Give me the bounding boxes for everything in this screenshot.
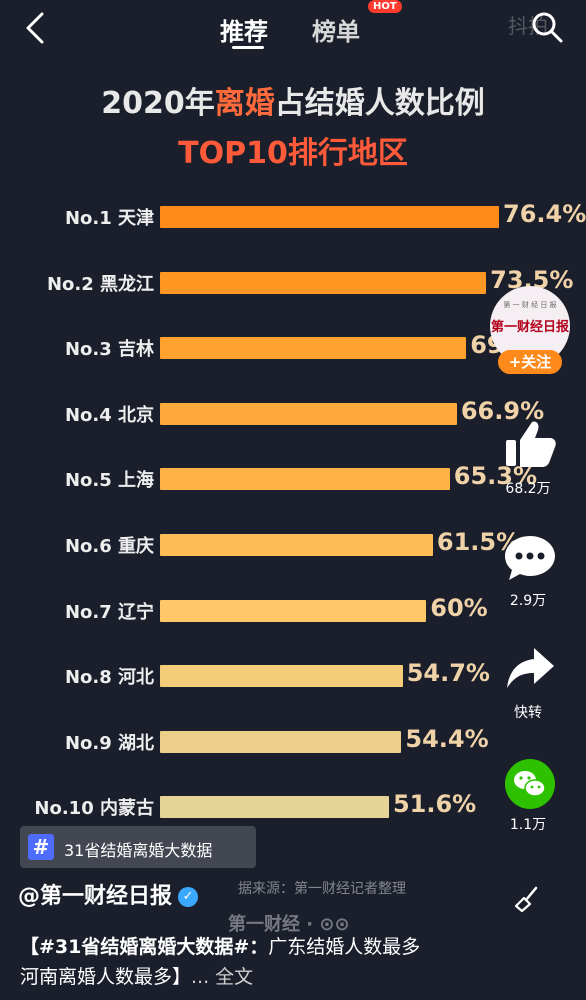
chart-bar (160, 402, 457, 425)
chart-category-label: No.6 重庆 (64, 536, 154, 557)
tab-active-indicator (232, 46, 264, 49)
chart-row: No.9 湖北 54.4% (0, 723, 586, 763)
chart-row: No.5 上海 65.3% (0, 460, 586, 500)
like-count: 68.2万 (505, 481, 551, 497)
chart-subtitle: TOP10排行地区 (178, 136, 408, 171)
chart-bar (160, 534, 433, 556)
chart-category-label: No.7 辽宁 (64, 601, 154, 623)
chart-bar (160, 337, 467, 360)
chart-category-label: No.10 内蒙古 (34, 798, 154, 820)
watermark-logo: 第一财经 · ⊙⊙ (228, 914, 350, 935)
chart-bar (160, 665, 403, 688)
hashtag-icon: # (28, 834, 54, 860)
share-icon[interactable] (504, 644, 556, 692)
desc-hashtag: 【#31省结婚离婚大数据#： (20, 936, 269, 958)
chart-row: No.2 黑龙江 73.5% (0, 264, 586, 304)
comment-count: 2.9万 (509, 593, 547, 609)
back-icon[interactable] (18, 10, 54, 46)
chart-category-label: No.8 河北 (64, 667, 154, 689)
hashtag-chip[interactable]: # 31省结婚离婚大数据 (20, 826, 256, 868)
chart-bar (160, 796, 389, 819)
chart-row: No.6 重庆 61.5% (0, 526, 586, 566)
like-icon[interactable] (502, 418, 558, 470)
chart-bar (160, 468, 450, 491)
avatar-name: 第一财经日报 (490, 320, 569, 335)
chart-bar (160, 206, 500, 228)
chart-category-label: No.5 上海 (64, 470, 154, 492)
chart-bar (160, 730, 402, 753)
chart-value-label: 76.4% (503, 200, 586, 228)
chart-bar (160, 271, 487, 294)
comment-icon[interactable] (502, 532, 558, 584)
chart-value-label: 60% (430, 593, 488, 622)
top-bar: 推荐 榜单 HOT 抖拍 (0, 0, 586, 60)
hashtag-text: 31省结婚离婚大数据 (64, 841, 213, 860)
hot-badge: HOT (368, 0, 402, 13)
author-name[interactable]: @第一财经日报 ✓ (18, 878, 199, 910)
follow-button[interactable]: +关注 (498, 350, 562, 374)
chart-title-highlight: 离婚 (214, 86, 275, 121)
expand-full-text-link[interactable]: ... 全文 (191, 966, 254, 988)
chart-category-label: No.1 天津 (64, 208, 154, 229)
chart-row: No.1 天津 76.4% (0, 198, 586, 238)
chart-value-label: 65.3% (453, 462, 538, 491)
chart-title-part: 2020年 (101, 86, 215, 121)
wechat-icon[interactable] (504, 758, 556, 810)
video-description[interactable]: 【#31省结婚离婚大数据#：广东结婚人数最多 河南离婚人数最多】... 全文 (20, 932, 440, 992)
share-label: 快转 (514, 705, 542, 721)
chart-category-label: No.9 湖北 (64, 732, 154, 754)
chart-category-label: No.4 北京 (64, 404, 154, 426)
chart-row: No.4 北京 66.9% (0, 395, 586, 435)
chart-category-label: No.3 吉林 (64, 339, 154, 361)
search-icon[interactable] (530, 10, 564, 44)
chart-value-label: 54.7% (406, 659, 490, 688)
chart-row: No.10 内蒙古 51.6% (0, 788, 586, 828)
desc-text: 广东结婚人数最多 河南离婚人数最多】 (20, 936, 421, 988)
chart-value-label: 51.6% (392, 790, 477, 819)
chart-value-label: 54.4% (405, 724, 489, 753)
tab-recommend[interactable]: 推荐 (220, 18, 268, 46)
wechat-count: 1.1万 (509, 817, 547, 833)
author-handle[interactable]: @第一财经日报 (18, 884, 173, 909)
chart-title-part: 占结婚人数比例 (274, 86, 485, 121)
chart-title: 2020年离婚占结婚人数比例 (0, 78, 586, 122)
tab-ranking[interactable]: 榜单 (312, 18, 360, 46)
chart-value-label: 66.9% (460, 396, 545, 425)
source-note: 据来源：第一财经记者整理 (238, 881, 406, 897)
verified-icon: ✓ (178, 887, 199, 907)
chart-row: No.8 河北 54.7% (0, 657, 586, 697)
chart-bar (160, 599, 427, 622)
clear-screen-icon[interactable] (512, 884, 542, 914)
avatar-subtext: 第 一 财 经 日 报 (503, 301, 557, 309)
chart-row: No.7 辽宁 60% (0, 592, 586, 632)
chart-category-label: No.2 黑龙江 (46, 273, 154, 295)
